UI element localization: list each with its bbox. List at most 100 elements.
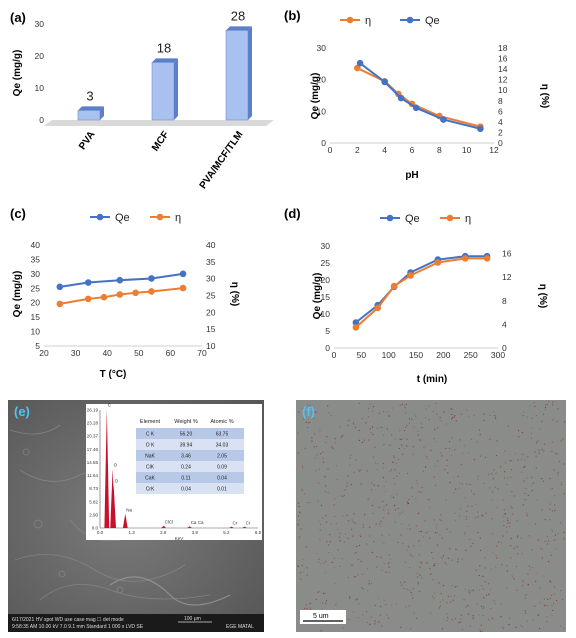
element-map-dot [496, 506, 498, 508]
element-map-dot [372, 434, 374, 436]
element-map-dot [541, 478, 543, 480]
element-map-dot [447, 557, 449, 559]
element-map-dot [420, 562, 422, 564]
element-map-dot [326, 521, 328, 523]
element-map-dot [541, 548, 543, 550]
element-map-dot [406, 445, 408, 447]
d-ytick: 30 [321, 241, 331, 251]
element-map-dot [440, 452, 442, 454]
element-map-dot [472, 589, 474, 591]
element-map-dot [337, 528, 339, 531]
element-map-dot [543, 598, 545, 600]
element-map-dot [368, 583, 370, 585]
element-map-dots [297, 401, 566, 632]
b-legend-marker [346, 16, 354, 24]
element-map-dot [459, 621, 462, 623]
element-map-dot [405, 403, 407, 406]
element-map-dot [483, 606, 485, 608]
element-map-dot [439, 601, 441, 603]
c-y2tick: 20 [206, 307, 216, 317]
element-map-dot [515, 565, 518, 568]
element-map-dot [556, 600, 558, 602]
element-map-dot [478, 429, 480, 431]
element-map-dot [526, 477, 528, 479]
element-map-dot [484, 557, 486, 559]
element-map-dot [457, 558, 459, 560]
element-map-dot [506, 484, 508, 486]
edx-peak [229, 526, 234, 528]
element-map-dot [364, 514, 366, 516]
element-map-dot [533, 401, 535, 403]
element-map-dot [398, 447, 400, 450]
element-map-dot [426, 458, 428, 460]
element-map-dot [553, 539, 555, 541]
element-map-dot [563, 538, 565, 540]
edx-table-cell: 39.94 [180, 443, 193, 449]
element-map-dot [385, 504, 387, 506]
element-map-dot [494, 414, 496, 417]
edx-table-header: Atomic % [210, 419, 233, 425]
element-map-dot [429, 506, 431, 508]
b-point [354, 64, 361, 72]
element-map-dot [328, 412, 330, 414]
element-map-dot [523, 480, 525, 482]
element-map-dot [510, 505, 512, 508]
panel-b-legend: η Qe [340, 15, 440, 27]
element-map-dot [350, 454, 352, 456]
element-map-dot [507, 522, 509, 524]
element-map-dot [416, 480, 418, 482]
element-map-dot [447, 472, 449, 474]
element-map-dot [534, 405, 536, 407]
element-map-dot [406, 588, 408, 590]
element-map-dot [539, 602, 541, 604]
d-xtick: 300 [491, 350, 505, 360]
element-map-dot [302, 467, 304, 469]
element-map-dot [373, 541, 375, 543]
element-map-dot [524, 597, 526, 599]
element-map-dot [387, 509, 389, 512]
element-map-dot [525, 512, 528, 514]
element-map-dot [440, 420, 442, 422]
element-map-dot [358, 544, 361, 547]
element-map-dot [494, 602, 496, 604]
element-map-dot [470, 490, 472, 492]
element-map-dot [525, 594, 527, 596]
element-map-dot [309, 607, 311, 609]
element-map-dot [440, 520, 442, 522]
element-map-dot [339, 426, 341, 428]
element-map-dot [422, 470, 424, 472]
b-series-line [359, 62, 481, 130]
element-map-dot [446, 465, 448, 467]
element-map-dot [526, 620, 528, 622]
element-map-dot [377, 485, 379, 487]
element-map-dot [381, 534, 383, 536]
c-xtick: 20 [39, 348, 49, 358]
element-map-dot [377, 463, 379, 465]
element-map-dot [442, 585, 444, 587]
element-map-dot [476, 603, 479, 605]
element-map-dot [424, 417, 427, 419]
element-map-dot [306, 567, 308, 569]
element-map-dot [511, 507, 513, 509]
element-map-dot [380, 556, 382, 558]
element-map-dot [394, 469, 396, 471]
element-map-dot [478, 589, 480, 591]
element-map-dot [367, 407, 370, 409]
element-map-dot [523, 467, 525, 469]
element-map-dot [406, 501, 408, 503]
element-map-dot [521, 471, 523, 473]
element-map-dot [477, 516, 479, 518]
panel-a-data-label: 18 [157, 40, 171, 55]
element-map-dot [324, 476, 326, 478]
element-map-dot [528, 535, 530, 537]
element-map-dot [393, 477, 395, 479]
element-map-dot [401, 523, 403, 525]
element-map-dot [450, 408, 452, 410]
element-map-dot [315, 598, 317, 600]
element-map-dot [494, 416, 497, 418]
d-ytick: 10 [321, 309, 331, 319]
element-map-dot [485, 456, 487, 458]
element-map-dot [541, 509, 543, 511]
element-map-dot [407, 546, 409, 548]
element-map-dot [416, 572, 418, 575]
